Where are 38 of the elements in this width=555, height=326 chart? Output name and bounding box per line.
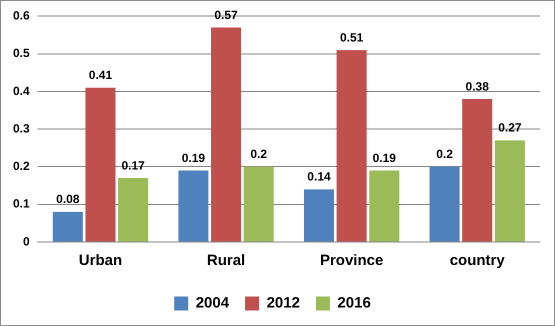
x-tick-label: country (450, 252, 506, 270)
x-tick-label: Urban (78, 252, 122, 270)
bar (118, 178, 148, 242)
legend-label: 2004 (196, 294, 230, 312)
bar (462, 98, 492, 242)
y-tick-label: 0 (22, 234, 30, 248)
bar (52, 212, 83, 242)
y-tick-label: 0.3 (12, 121, 30, 136)
y-tick-label: 0.1 (12, 196, 30, 211)
data-label: 0.38 (466, 79, 490, 94)
legend-label: 2016 (337, 294, 371, 312)
data-label: 0.2 (436, 147, 454, 162)
bar (244, 166, 274, 242)
bar (211, 27, 242, 242)
bar (178, 170, 208, 242)
bar (85, 88, 116, 242)
bar (304, 189, 334, 242)
y-tick-label: 0.4 (12, 84, 30, 98)
data-label: 0.08 (56, 192, 80, 206)
data-label: 0.19 (372, 150, 396, 165)
y-tick-label: 0.2 (12, 159, 30, 174)
data-label: 0.41 (88, 68, 112, 82)
data-label: 0.14 (307, 170, 331, 184)
data-label: 0.27 (498, 120, 522, 135)
x-tick-label: Province (320, 252, 384, 270)
x-tick-label: Rural (206, 252, 246, 270)
data-label: 0.51 (340, 30, 364, 44)
bar (430, 166, 460, 242)
legend-label: 2012 (266, 294, 300, 312)
data-label: 0.57 (214, 8, 238, 22)
data-label: 0.17 (121, 158, 146, 172)
data-label: 0.19 (182, 150, 206, 165)
y-tick-label: 0.6 (12, 8, 30, 23)
bar (336, 50, 367, 242)
bar (494, 140, 525, 242)
y-tick-label: 0.5 (12, 46, 30, 60)
data-label: 0.2 (250, 147, 268, 162)
bar (369, 170, 400, 242)
